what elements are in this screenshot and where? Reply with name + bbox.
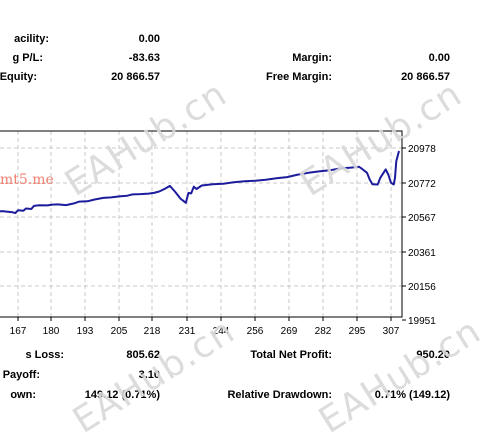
free-margin-label: Free Margin: xyxy=(265,71,332,83)
drawdown-label: own: xyxy=(10,389,36,401)
top-stat-label-1: g P/L: xyxy=(12,52,43,64)
relative-drawdown-label: Relative Drawdown: xyxy=(227,389,332,401)
top-stat-value-1: -83.63 xyxy=(128,52,160,64)
free-margin-value: 20 866.57 xyxy=(401,71,450,83)
equity-chart: 20978 20772 20567 20361 20156 19951 167 180 193… xyxy=(0,130,436,337)
x-tick-label: 244 xyxy=(213,326,230,337)
x-tick-label: 193 xyxy=(77,326,94,337)
y-tick-label: 19951 xyxy=(408,316,436,327)
loss-label: s Loss: xyxy=(25,349,64,361)
loss-value: 805.62 xyxy=(126,349,160,361)
x-tick-label: 180 xyxy=(43,326,60,337)
y-tick-label: 20567 xyxy=(408,213,436,224)
x-tick-label: 205 xyxy=(111,326,128,337)
top-stat-label-0: acility: xyxy=(14,33,49,45)
margin-label: Margin: xyxy=(292,52,332,64)
payoff-value: 3.10 xyxy=(138,369,160,381)
x-tick-label: 218 xyxy=(144,326,161,337)
x-axis-ticks: 167 180 193 205 218 231 244 256 269 282 295 307 xyxy=(10,317,400,337)
payoff-label: Payoff: xyxy=(2,369,40,381)
margin-value: 0.00 xyxy=(428,52,450,64)
chart-grid-horizontal xyxy=(0,147,402,287)
x-tick-label: 307 xyxy=(383,326,400,337)
x-tick-label: 167 xyxy=(10,326,27,337)
y-tick-label: 20361 xyxy=(408,248,436,259)
x-tick-label: 231 xyxy=(179,326,196,337)
top-stat-label-2: Equity: xyxy=(0,71,37,83)
total-net-profit-label: Total Net Profit: xyxy=(250,349,332,361)
total-net-profit-value: 950.20 xyxy=(416,349,450,361)
equity-line xyxy=(0,150,400,215)
y-tick-label: 20156 xyxy=(408,282,436,293)
x-tick-label: 282 xyxy=(315,326,332,337)
top-stat-value-0: 0.00 xyxy=(138,33,160,45)
x-tick-label: 256 xyxy=(247,326,264,337)
drawdown-value: 149.12 (0.71%) xyxy=(84,389,160,401)
chart-frame xyxy=(0,130,403,318)
x-tick-label: 269 xyxy=(281,326,298,337)
top-stat-value-2: 20 866.57 xyxy=(111,71,160,83)
y-tick-label: 20772 xyxy=(408,179,436,190)
x-tick-label: 295 xyxy=(349,326,366,337)
site-text: mt5.me xyxy=(0,172,54,188)
relative-drawdown-value: 0.71% (149.12) xyxy=(374,389,450,401)
y-axis-ticks: 20978 20772 20567 20361 20156 19951 xyxy=(402,144,436,327)
y-tick-label: 20978 xyxy=(408,144,436,155)
